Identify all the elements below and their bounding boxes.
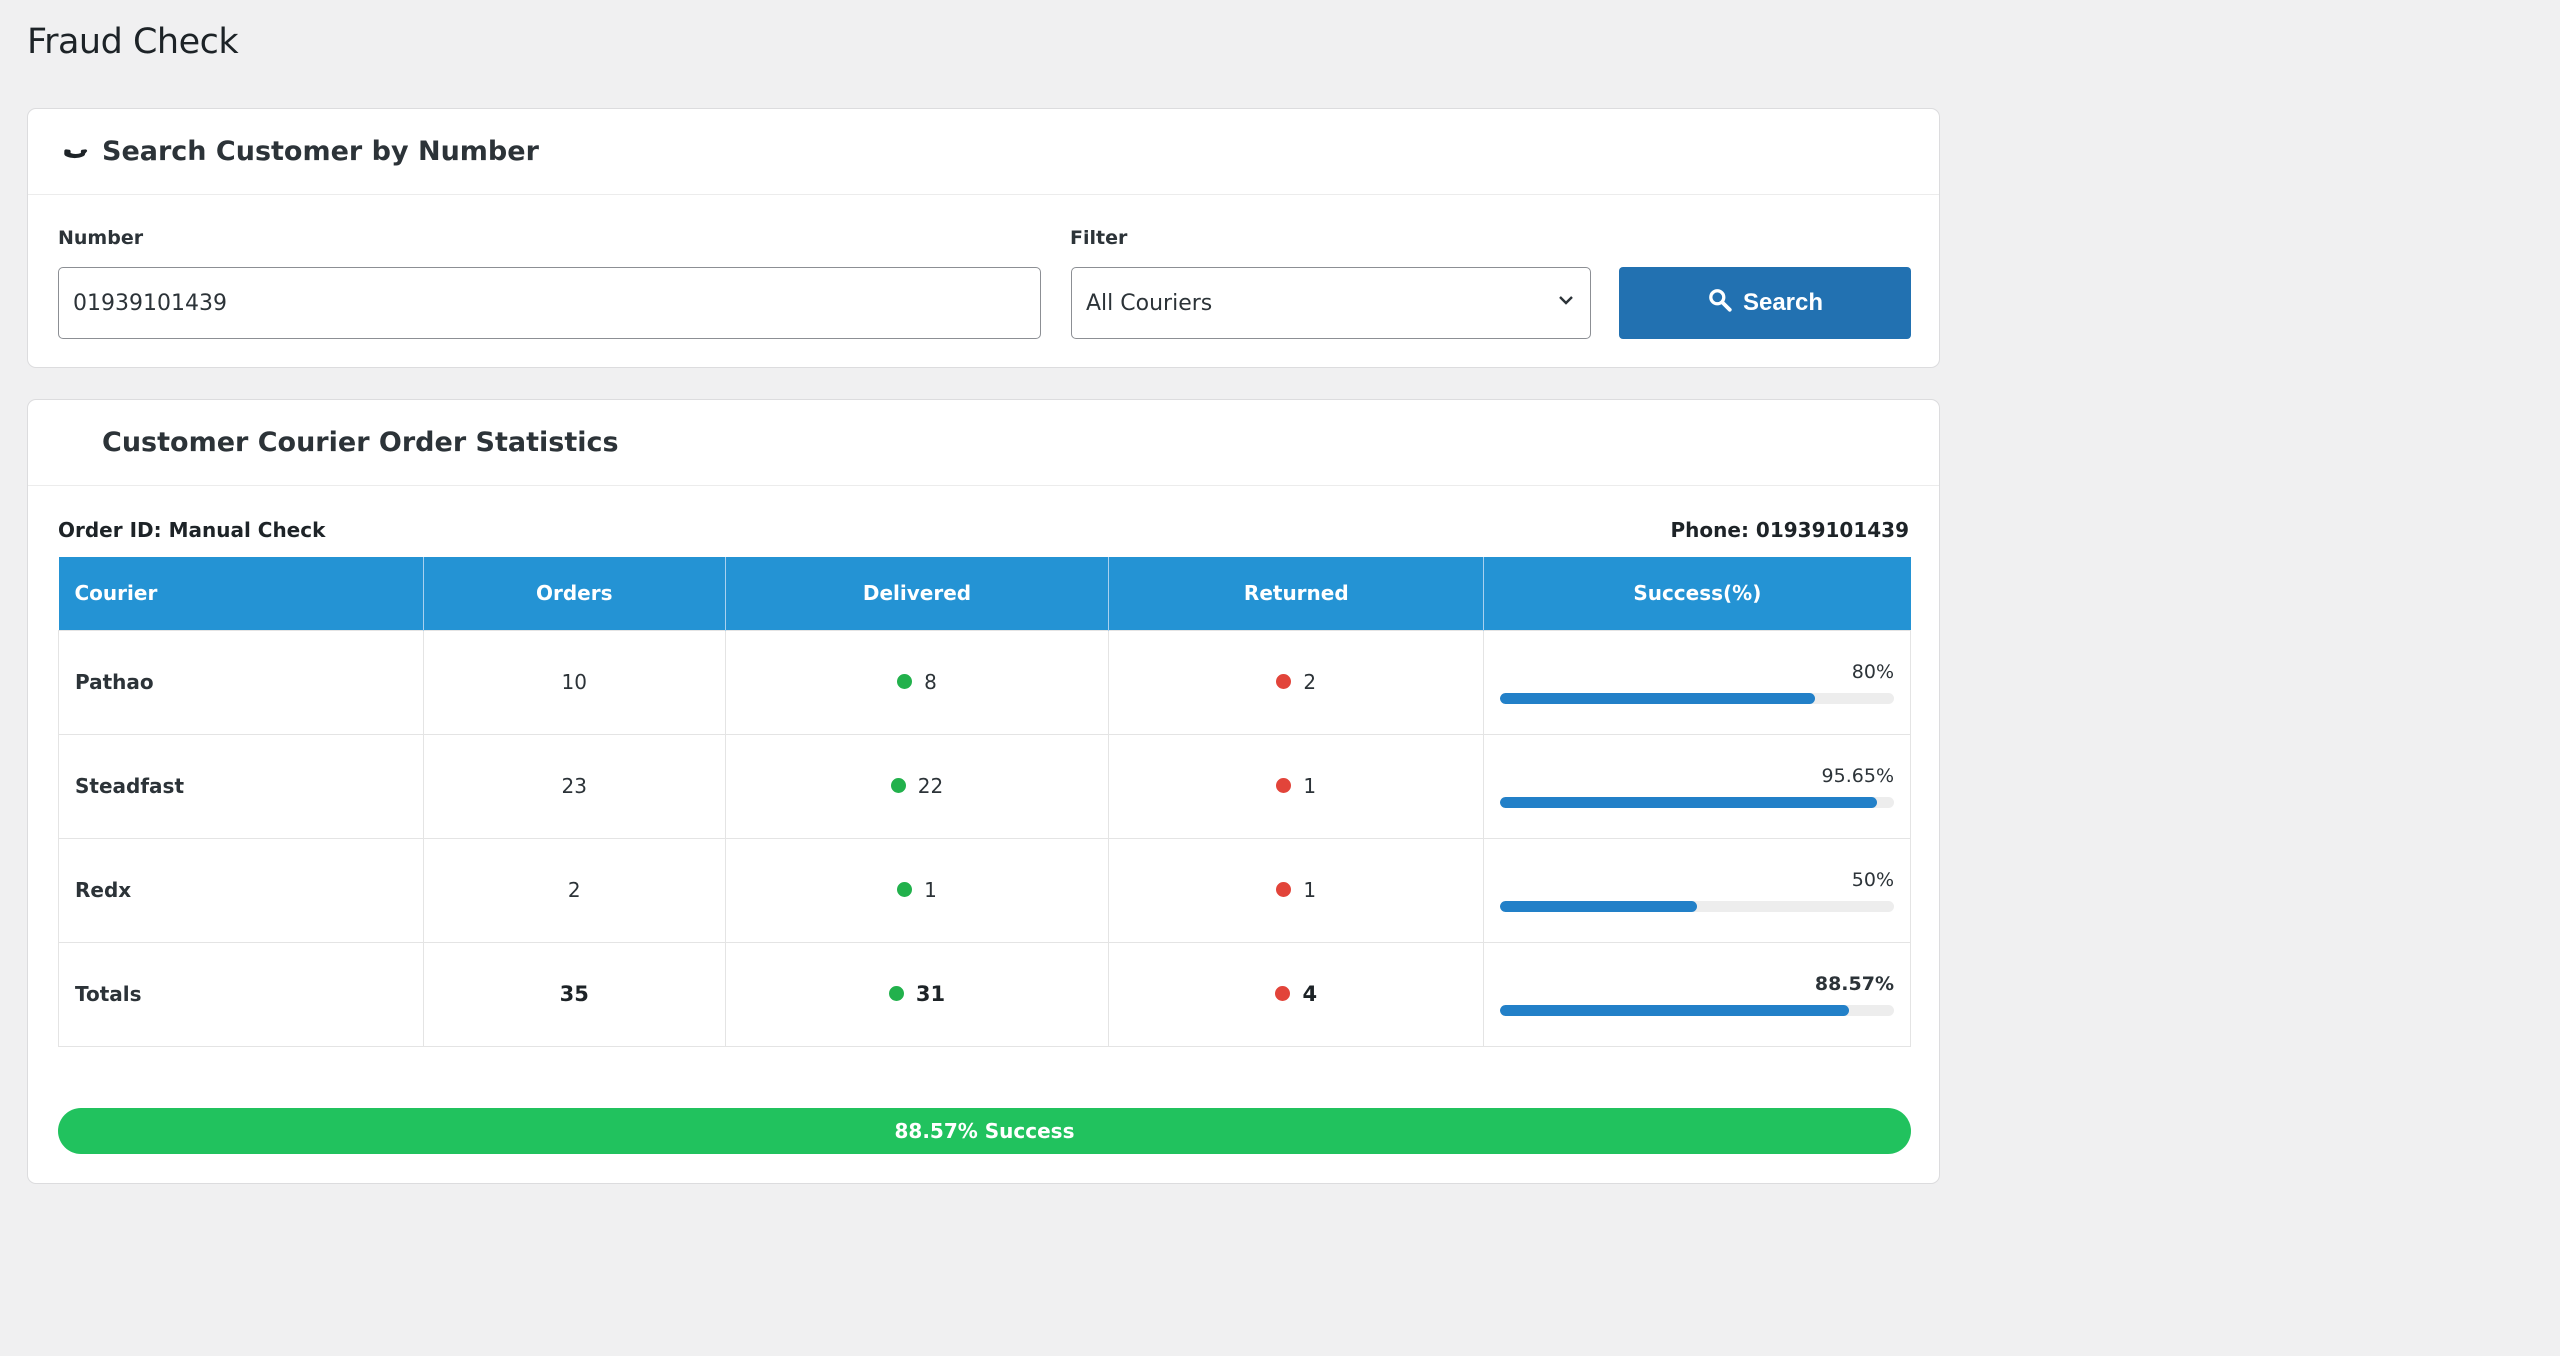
table-row: Redx 2 1 1 50%: [58, 837, 1911, 943]
overall-success-bar: 88.57% Success: [58, 1108, 1911, 1154]
success-progress-track: [1500, 692, 1894, 704]
success-progress-fill: [1500, 796, 1877, 808]
totals-label: Totals: [58, 941, 424, 1047]
success-cell: 88.57%: [1483, 941, 1911, 1047]
column-header-courier: Courier: [58, 557, 424, 630]
delivered-cell: 31: [724, 941, 1110, 1047]
search-button-label: Search: [1742, 289, 1824, 316]
success-progress-track: [1500, 900, 1894, 912]
search-card: Search Customer by Number Number Filter …: [27, 108, 1940, 368]
success-progress-fill: [1500, 900, 1698, 912]
courier-name: Redx: [58, 837, 424, 943]
success-progress-track: [1500, 1004, 1894, 1016]
filter-selected-value: All Couriers: [1086, 290, 1213, 316]
number-label: Number: [58, 227, 144, 249]
phone-icon: [58, 137, 102, 167]
column-header-delivered: Delivered: [725, 557, 1110, 630]
delivered-cell: 8: [724, 629, 1110, 735]
delivered-count: 1: [924, 878, 937, 902]
column-header-success: Success(%): [1483, 557, 1911, 630]
number-input[interactable]: [58, 267, 1041, 339]
courier-name: Pathao: [58, 629, 424, 735]
returned-dot-icon: [1276, 674, 1292, 689]
courier-name: Steadfast: [58, 733, 424, 839]
success-cell: 50%: [1483, 837, 1911, 943]
returned-count: 2: [1303, 670, 1317, 694]
success-percent: 50%: [1851, 868, 1894, 891]
phone-number: Phone: 01939101439: [1670, 518, 1909, 542]
returned-dot-icon: [1275, 986, 1291, 1001]
delivered-count: 8: [924, 670, 937, 694]
stats-card: Customer Courier Order Statistics Order …: [27, 399, 1940, 1184]
success-progress-fill: [1500, 692, 1816, 704]
delivered-dot-icon: [897, 674, 913, 689]
search-button[interactable]: Search: [1619, 267, 1911, 339]
stats-card-title: Customer Courier Order Statistics: [102, 427, 619, 458]
returned-dot-icon: [1276, 882, 1292, 897]
success-percent: 95.65%: [1821, 764, 1894, 787]
search-card-header: Search Customer by Number: [28, 109, 1939, 195]
returned-count: 1: [1303, 774, 1317, 798]
delivered-dot-icon: [890, 778, 906, 793]
delivered-count: 22: [917, 774, 944, 798]
success-percent: 88.57%: [1814, 972, 1894, 995]
totals-row: Totals 35 31 4 88.57%: [58, 941, 1911, 1047]
returned-count: 1: [1303, 878, 1317, 902]
orders-count: 2: [422, 837, 726, 943]
table-row: Pathao 10 8 2 80%: [58, 629, 1911, 735]
success-cell: 80%: [1483, 629, 1911, 735]
total-orders: 35: [422, 941, 726, 1047]
column-header-orders: Orders: [423, 557, 726, 630]
stats-card-header: Customer Courier Order Statistics: [28, 400, 1939, 486]
delivered-cell: 22: [724, 733, 1110, 839]
delivered-dot-icon: [897, 882, 913, 897]
courier-stats-table: Courier Orders Delivered Returned Succes…: [58, 557, 1911, 1047]
success-percent: 80%: [1851, 660, 1894, 683]
table-row: Steadfast 23 22 1 95.65%: [58, 733, 1911, 839]
search-icon: [1707, 287, 1733, 320]
returned-cell: 4: [1108, 941, 1485, 1047]
orders-count: 23: [422, 733, 726, 839]
filter-label: Filter: [1070, 227, 1128, 249]
orders-count: 10: [422, 629, 726, 735]
page-title: Fraud Check: [27, 22, 239, 62]
chevron-down-icon: [1556, 290, 1576, 316]
success-progress-fill: [1500, 1004, 1849, 1016]
returned-dot-icon: [1276, 778, 1292, 793]
success-progress-track: [1500, 796, 1894, 808]
returned-cell: 1: [1108, 837, 1485, 943]
table-header-row: Courier Orders Delivered Returned Succes…: [58, 557, 1911, 630]
column-header-returned: Returned: [1108, 557, 1485, 630]
returned-cell: 1: [1108, 733, 1485, 839]
total-delivered: 31: [915, 982, 946, 1006]
courier-filter-select[interactable]: All Couriers: [1071, 267, 1591, 339]
delivered-dot-icon: [888, 986, 904, 1001]
returned-cell: 2: [1108, 629, 1485, 735]
search-card-title: Search Customer by Number: [102, 136, 539, 167]
delivered-cell: 1: [724, 837, 1110, 943]
total-returned: 4: [1302, 982, 1318, 1006]
success-cell: 95.65%: [1483, 733, 1911, 839]
order-id: Order ID: Manual Check: [58, 518, 326, 542]
